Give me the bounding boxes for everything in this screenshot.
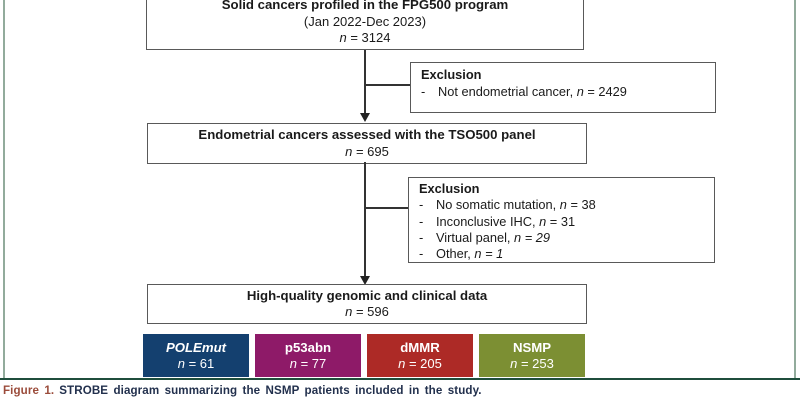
exclusion-box-1: Exclusion - Not endometrial cancer, n = … xyxy=(410,62,716,113)
figure-caption-label: Figure 1. xyxy=(3,384,55,397)
subtype-n-value: n = 61 xyxy=(178,356,215,372)
connector-line-2 xyxy=(364,162,366,277)
flow-box-high-quality: High-quality genomic and clinical data n… xyxy=(147,284,587,324)
exclusion-bullet: - No somatic mutation, n = 38 xyxy=(419,197,704,213)
n-symbol: n xyxy=(345,304,353,319)
flow-box-solid-cancers: Solid cancers profiled in the FPG500 pro… xyxy=(146,0,584,50)
branch-line-2 xyxy=(365,207,408,209)
right-frame-rule xyxy=(794,0,796,379)
subtype-label: NSMP xyxy=(512,339,552,355)
n-symbol: n xyxy=(576,83,584,99)
figure-caption-text: STROBE diagram summarizing the NSMP pati… xyxy=(59,384,482,397)
box-n-value: n = 695 xyxy=(345,144,389,161)
n-number: = 695 xyxy=(352,143,389,159)
bullet-label: Virtual panel, xyxy=(436,229,515,245)
figure-caption: Figure 1. STROBE diagram summarizing the … xyxy=(3,384,797,397)
n-symbol: n xyxy=(289,355,297,371)
flow-box-tso500: Endometrial cancers assessed with the TS… xyxy=(147,123,587,164)
n-symbol: n = 29 xyxy=(514,229,550,245)
bullet-dash: - xyxy=(419,197,424,213)
n-symbol: n = 1 xyxy=(474,246,504,262)
bullet-dash: - xyxy=(421,83,426,99)
bottom-frame-rule xyxy=(0,378,800,380)
exclusion-bullet: - Not endometrial cancer, n = 2429 xyxy=(421,84,705,101)
exclusion-bullet: - Inconclusive IHC, n = 31 xyxy=(419,214,704,230)
subtype-n-value: n = 253 xyxy=(510,356,554,372)
bullet-dash: - xyxy=(419,213,424,229)
n-number: = 3124 xyxy=(346,30,391,45)
bullet-dash: - xyxy=(419,246,424,262)
box-n-value: n = 3124 xyxy=(340,30,391,47)
bullet-dash: - xyxy=(419,229,424,245)
arrowhead-down-2 xyxy=(359,276,370,285)
subtype-label: dMMR xyxy=(400,339,440,355)
n-number: = 61 xyxy=(184,355,215,371)
bullet-text: Inconclusive IHC, n = 31 xyxy=(436,214,575,230)
subtype-n-value: n = 205 xyxy=(398,356,442,372)
arrowhead-down-1 xyxy=(359,113,370,122)
exclusion-heading: Exclusion xyxy=(421,67,482,82)
box-title: Endometrial cancers assessed with the TS… xyxy=(198,127,536,142)
subtype-box-nsmp: NSMP n = 253 xyxy=(479,334,585,377)
branch-line-1 xyxy=(365,84,410,86)
bullet-text: Other, n = 1 xyxy=(436,246,503,262)
subtype-n-value: n = 77 xyxy=(290,356,327,372)
left-frame-rule xyxy=(3,0,5,379)
n-symbol: n xyxy=(539,213,547,229)
exclusion-heading: Exclusion xyxy=(419,181,480,196)
bullet-text: Not endometrial cancer, n = 2429 xyxy=(438,84,627,101)
n-number: = 2429 xyxy=(583,83,627,99)
exclusion-bullet: - Virtual panel, n = 29 xyxy=(419,230,704,246)
n-number: = 31 xyxy=(546,213,576,229)
exclusion-box-2: Exclusion - No somatic mutation, n = 38 … xyxy=(408,177,715,263)
box-subtitle: (Jan 2022-Dec 2023) xyxy=(303,13,427,29)
bullet-text: No somatic mutation, n = 38 xyxy=(436,197,596,213)
subtype-box-polemut: POLEmut n = 61 xyxy=(143,334,249,377)
n-symbol: n xyxy=(345,143,353,159)
n-number: = 205 xyxy=(405,355,442,371)
n-symbol: n xyxy=(339,30,347,45)
subtype-box-dmmr: dMMR n = 205 xyxy=(367,334,473,377)
subtype-label: p53abn xyxy=(284,339,332,355)
bullet-text: Virtual panel, n = 29 xyxy=(436,230,550,246)
bullet-label: No somatic mutation, xyxy=(436,197,560,213)
n-symbol: n xyxy=(510,355,518,371)
n-number: = 38 xyxy=(566,197,596,213)
bullet-label: Not endometrial cancer, xyxy=(438,83,577,99)
bullet-label: Inconclusive IHC, xyxy=(436,213,540,229)
n-number: = 253 xyxy=(517,355,554,371)
n-symbol: n xyxy=(398,355,406,371)
connector-line-1 xyxy=(364,50,366,114)
subtype-box-p53abn: p53abn n = 77 xyxy=(255,334,361,377)
n-number: = 77 xyxy=(296,355,327,371)
bullet-label: Other, xyxy=(436,246,475,262)
n-number: = 596 xyxy=(352,304,389,319)
box-title: High-quality genomic and clinical data xyxy=(246,287,488,303)
n-symbol: n xyxy=(177,355,185,371)
box-title: Solid cancers profiled in the FPG500 pro… xyxy=(221,0,509,12)
n-symbol: n xyxy=(559,197,567,213)
subtype-label: POLEmut xyxy=(165,339,227,355)
exclusion-bullet: - Other, n = 1 xyxy=(419,246,704,262)
box-n-value: n = 596 xyxy=(345,304,389,321)
